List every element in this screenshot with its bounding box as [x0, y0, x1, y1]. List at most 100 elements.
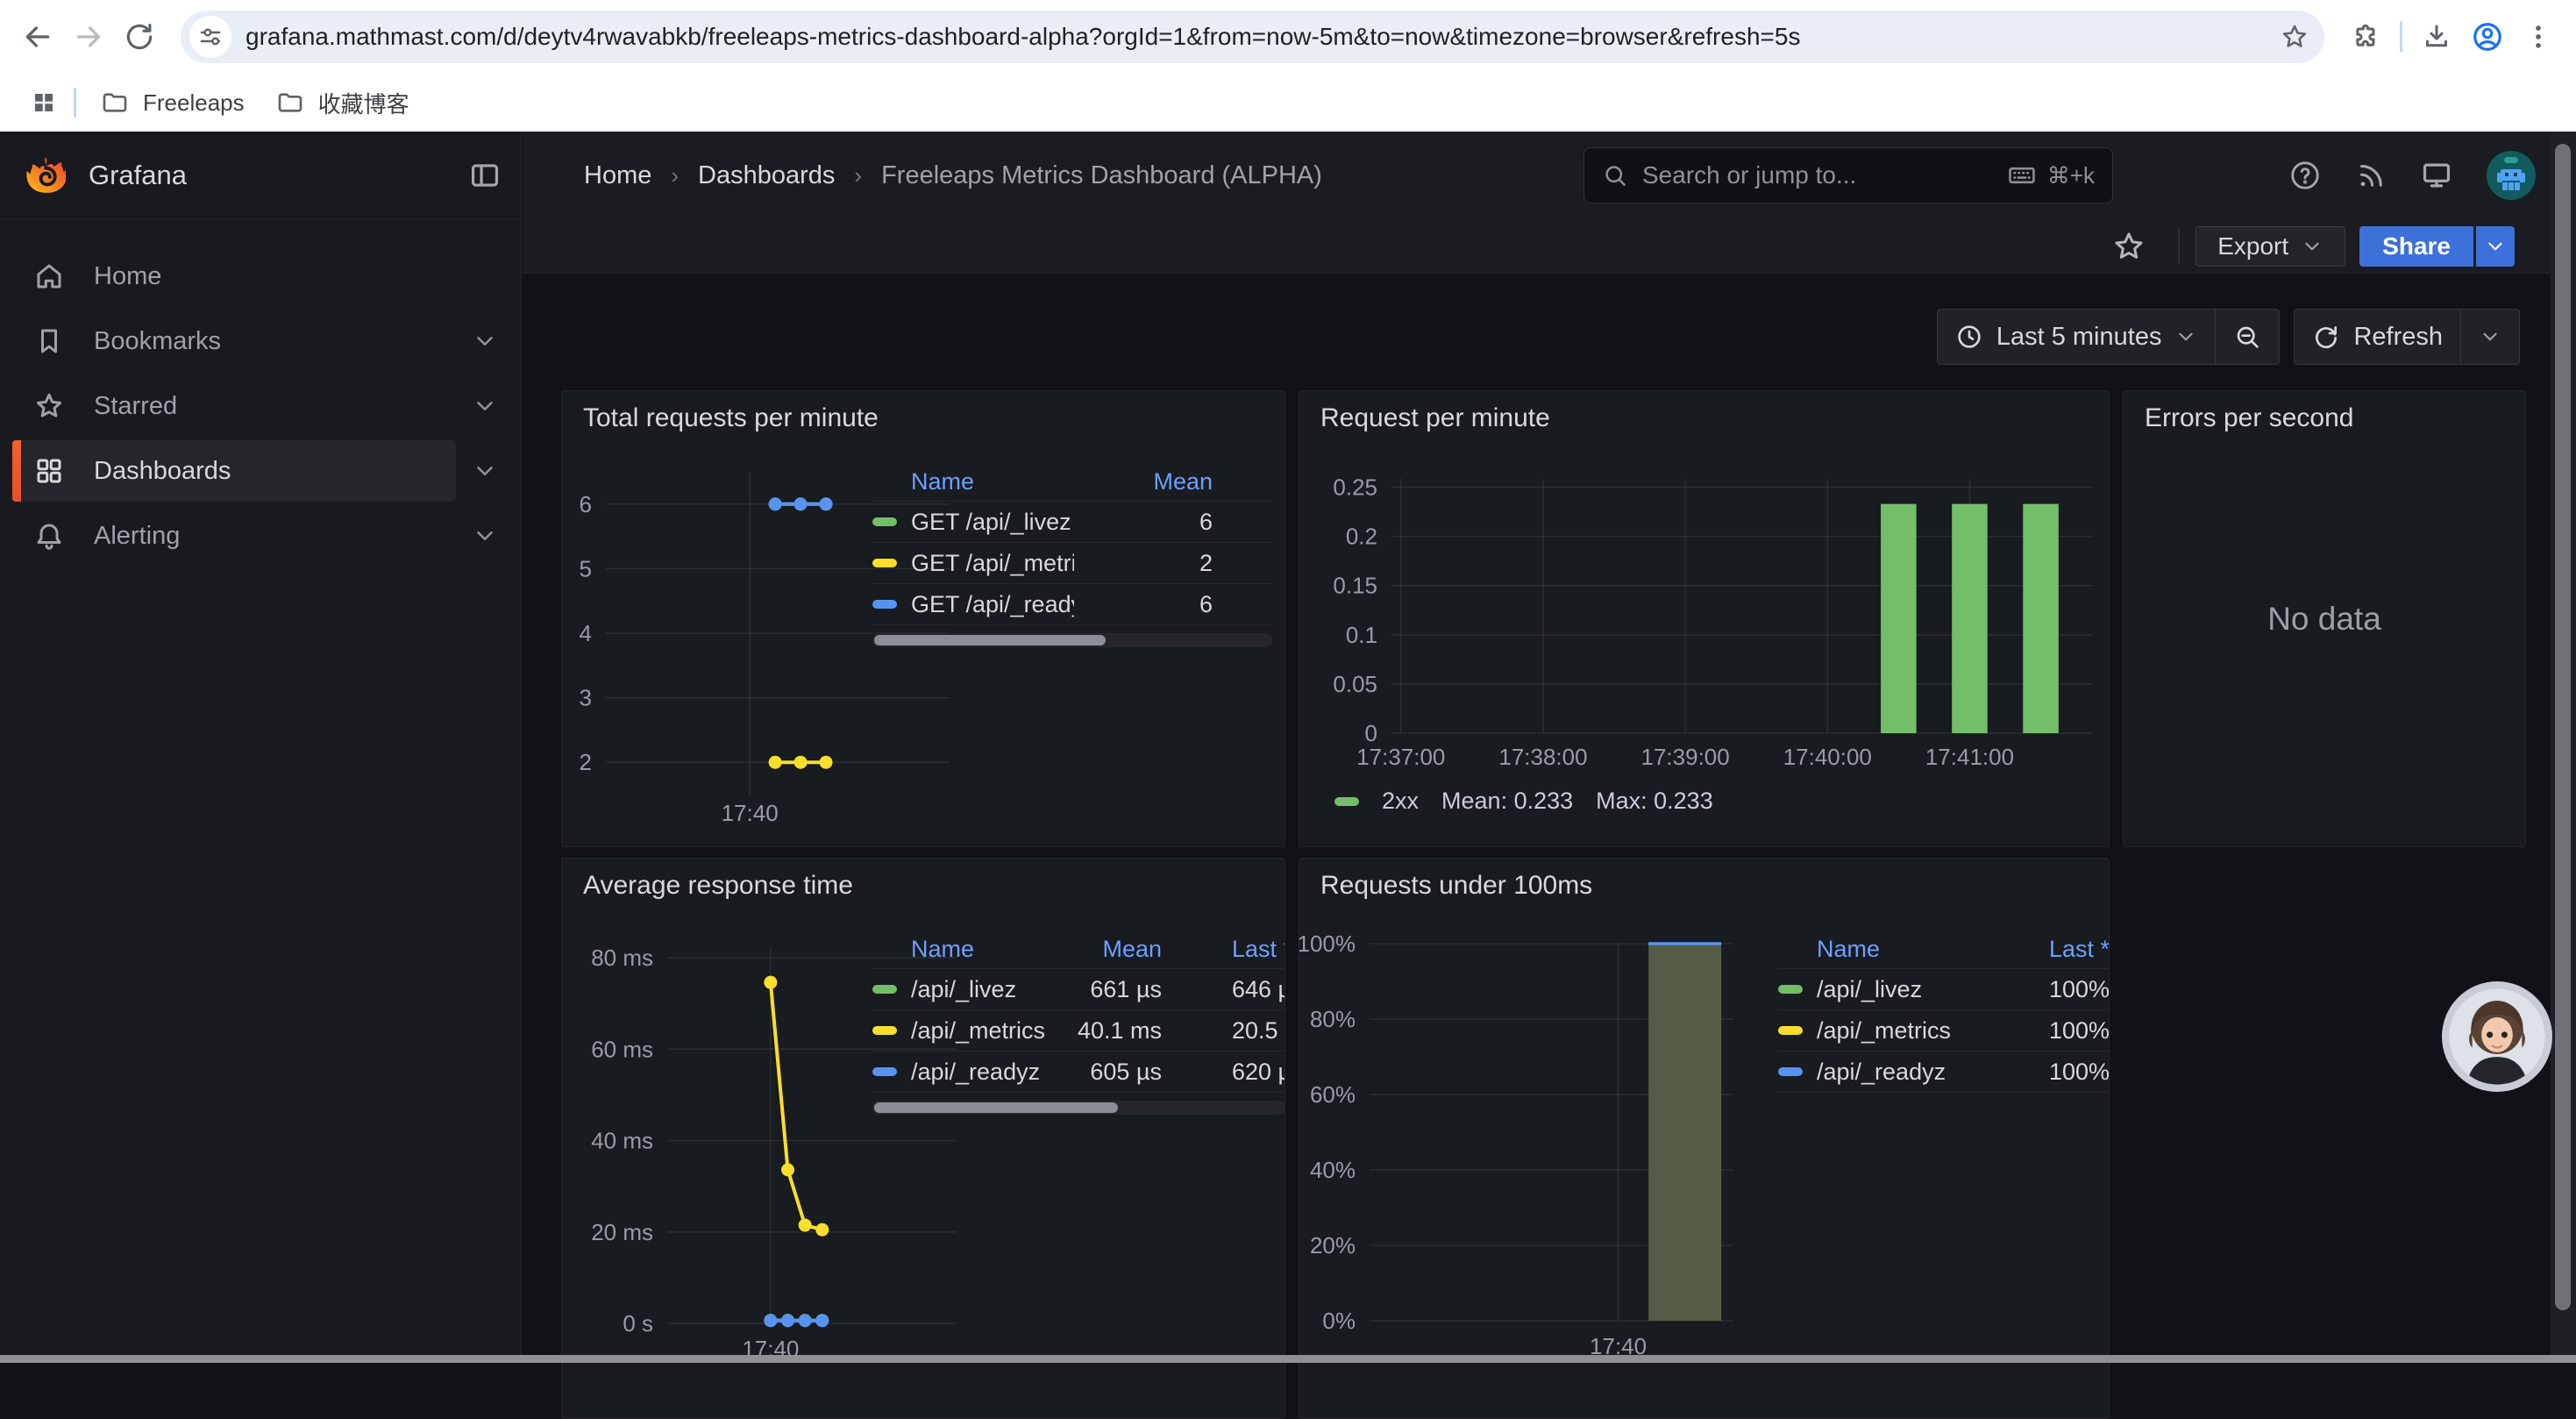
panel-title[interactable]: Errors per second [2145, 403, 2353, 433]
legend-value-mean: 6 [1074, 591, 1213, 618]
extensions-button[interactable] [2340, 11, 2391, 62]
kiosk-mode-button[interactable] [2420, 159, 2453, 192]
bookmark-folder-blogs[interactable]: 收藏博客 [260, 82, 425, 125]
legend-scrollbar-thumb[interactable] [874, 1102, 1118, 1113]
panel-chart-area[interactable]: 80 ms60 ms40 ms20 ms0 s17:40NameMeanLast… [562, 859, 1284, 1418]
kebab-menu-icon [2523, 22, 2553, 52]
legend-header-name[interactable]: Name [1778, 936, 1980, 963]
panel-title[interactable]: Average response time [583, 871, 853, 901]
panel-title[interactable]: Request per minute [1320, 403, 1550, 433]
legend-scrollbar-thumb[interactable] [874, 635, 1106, 645]
forward-button[interactable] [63, 11, 114, 62]
legend-scrollbar[interactable] [872, 633, 1272, 647]
vertical-scrollbar-thumb[interactable] [2555, 144, 2571, 1310]
share-button[interactable]: Share [2359, 226, 2473, 267]
refresh-button[interactable]: Refresh [2295, 310, 2460, 364]
back-button[interactable] [12, 11, 63, 62]
dashboards-grid-icon [33, 455, 65, 487]
legend-header-row: NameMean [872, 463, 1272, 502]
url-bar[interactable]: grafana.mathmast.com/d/deytv4rwavabkb/fr… [181, 11, 2324, 63]
legend-row[interactable]: /api/_readyz605 µs620 µs [872, 1052, 1285, 1093]
export-label: Export [2217, 232, 2288, 260]
panel-title[interactable]: Total requests per minute [583, 403, 879, 433]
apps-button[interactable] [23, 82, 65, 124]
legend-series-name: GET /api/_readyz [872, 591, 1074, 618]
legend-row[interactable]: GET /api/_readyz6 [872, 584, 1272, 625]
svg-text:80%: 80% [1310, 1006, 1356, 1032]
legend-row[interactable]: /api/_metrics40.1 ms20.5 ms [872, 1010, 1285, 1052]
downloads-button[interactable] [2411, 11, 2462, 62]
series-color-swatch [1334, 797, 1359, 806]
legend-row[interactable]: /api/_readyz100% [1778, 1052, 2110, 1093]
panel-chart-area[interactable]: 100%80%60%40%20%0%17:40NameLast */api/_l… [1299, 859, 2109, 1418]
export-button[interactable]: Export [2195, 226, 2345, 267]
breadcrumb-dashboards[interactable]: Dashboards [698, 161, 835, 190]
svg-text:100%: 100% [1299, 931, 1356, 957]
legend-header-mean[interactable]: Mean [1074, 936, 1162, 963]
svg-text:0.05: 0.05 [1333, 671, 1377, 697]
search-input[interactable]: Search or jump to... ⌘+k [1583, 147, 2113, 203]
legend-row[interactable]: /api/_metrics100% [1778, 1010, 2110, 1052]
url-text[interactable]: grafana.mathmast.com/d/deytv4rwavabkb/fr… [246, 23, 2274, 51]
sidebar-item-label: Bookmarks [94, 327, 221, 356]
svg-text:40%: 40% [1310, 1157, 1356, 1183]
sidebar-item-home[interactable]: Home [12, 246, 456, 307]
legend-header-name[interactable]: Name [872, 468, 1074, 496]
reload-icon [123, 20, 156, 53]
legend-series-name[interactable]: 2xx [1382, 788, 1419, 815]
panel-chart-area[interactable]: 0.250.20.150.10.05017:37:0017:38:0017:39… [1299, 391, 2109, 846]
svg-text:3: 3 [580, 685, 592, 711]
site-settings-button[interactable] [189, 16, 231, 58]
sidebar-item-starred[interactable]: Starred [12, 375, 456, 437]
horizontal-scrollbar[interactable] [0, 1355, 2576, 1363]
bookmarks-separator [74, 88, 76, 118]
refresh-interval-button[interactable] [2461, 310, 2519, 364]
profile-button[interactable] [2462, 11, 2513, 62]
chart-svg[interactable]: 0.250.20.150.10.05017:37:0017:38:0017:39… [1299, 391, 2109, 846]
bookmark-folder-freeleaps[interactable]: Freeleaps [85, 83, 260, 122]
sidebar-item-dashboards[interactable]: Dashboards [12, 440, 456, 502]
dashboard-actions-row: Export Share [523, 219, 2576, 274]
dock-menu-button[interactable] [468, 159, 502, 192]
news-button[interactable] [2355, 160, 2387, 191]
bookmark-icon [33, 325, 65, 357]
svg-text:17:38:00: 17:38:00 [1498, 744, 1587, 770]
legend-row[interactable]: /api/_livez100% [1778, 969, 2110, 1010]
breadcrumb-separator: › [854, 162, 862, 189]
sidebar-header: Grafana [0, 132, 521, 219]
legend-header-last[interactable]: Last * [1980, 936, 2110, 963]
legend-header-name[interactable]: Name [872, 936, 1074, 963]
user-avatar[interactable] [2487, 151, 2536, 200]
legend-header-last[interactable]: Last * [1232, 936, 1285, 963]
dock-panel-icon [468, 159, 502, 192]
legend-header-mean[interactable]: Mean [1074, 468, 1213, 496]
svg-text:0: 0 [1365, 720, 1377, 746]
series-label: /api/_metrics [911, 1017, 1045, 1045]
back-icon [20, 19, 55, 54]
panel-chart-area[interactable]: 6543217:40NameMeanGET /api/_livez6GET /a… [562, 391, 1284, 846]
vertical-scrollbar[interactable] [2551, 132, 2576, 1356]
assistant-avatar[interactable] [2442, 981, 2552, 1092]
sidebar-item-alerting[interactable]: Alerting [12, 505, 456, 567]
zoom-out-button[interactable] [2216, 310, 2279, 364]
legend-row[interactable]: /api/_livez661 µs646 µs [872, 969, 1285, 1010]
time-range-picker[interactable]: Last 5 minutes [1938, 310, 2216, 364]
series-color-swatch [872, 600, 897, 609]
browser-toolbar: grafana.mathmast.com/d/deytv4rwavabkb/fr… [0, 0, 2576, 74]
star-icon [2280, 22, 2309, 52]
panel-title[interactable]: Requests under 100ms [1320, 871, 1592, 901]
legend-row[interactable]: GET /api/_livez6 [872, 502, 1272, 543]
bookmark-page-button[interactable] [2274, 16, 2316, 58]
share-menu-button[interactable] [2476, 226, 2515, 267]
svg-text:60 ms: 60 ms [591, 1036, 653, 1062]
folder-icon [101, 89, 129, 117]
favorite-dashboard-button[interactable] [2111, 229, 2146, 264]
legend-inline: 2xxMean: 0.233Max: 0.233 [1334, 788, 1713, 815]
help-button[interactable] [2288, 159, 2322, 192]
reload-button[interactable] [114, 11, 165, 62]
legend-scrollbar[interactable] [872, 1101, 1285, 1115]
breadcrumb-home[interactable]: Home [584, 161, 651, 190]
sidebar-item-bookmarks[interactable]: Bookmarks [12, 310, 456, 372]
legend-row[interactable]: GET /api/_metrics2 [872, 543, 1272, 584]
browser-menu-button[interactable] [2513, 11, 2564, 62]
